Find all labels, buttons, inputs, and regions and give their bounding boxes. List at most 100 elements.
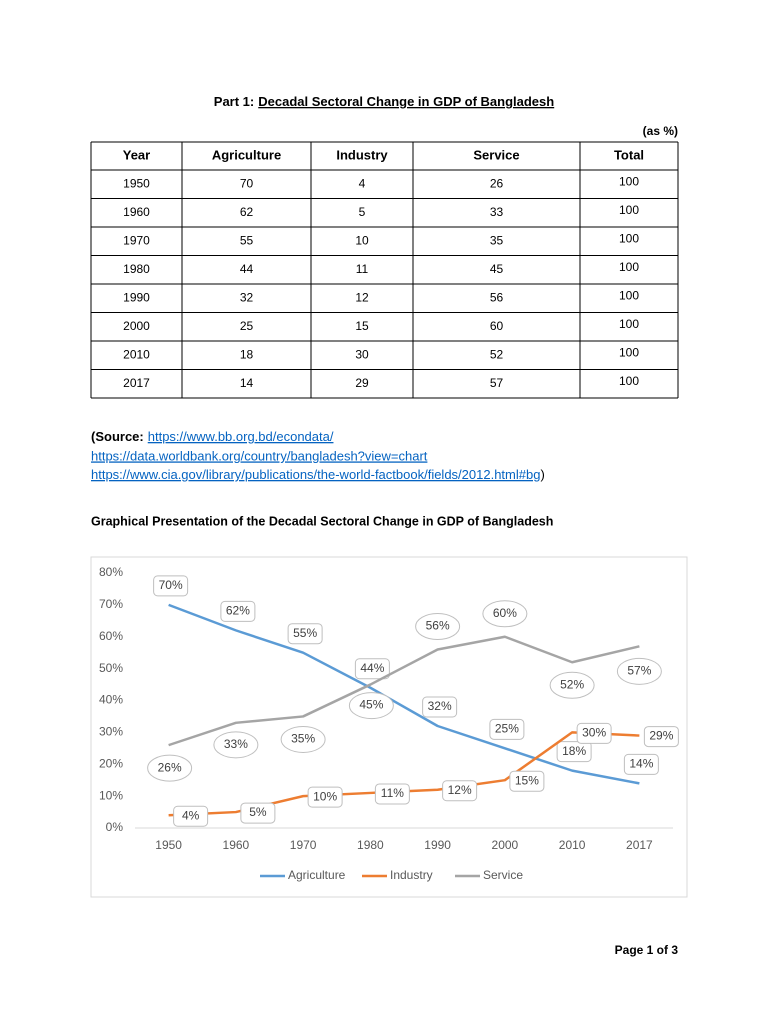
data-label: 30% xyxy=(582,726,606,740)
title: Part 1: Decadal Sectoral Change in GDP of… xyxy=(214,94,554,109)
data-label: 62% xyxy=(226,604,250,618)
data-label: 12% xyxy=(448,783,472,797)
x-tick-label: 2010 xyxy=(559,838,586,852)
y-tick-label: 80% xyxy=(99,565,123,579)
legend-label: Service xyxy=(483,868,523,882)
label-bubble xyxy=(213,731,259,759)
table-cell: 56 xyxy=(490,290,504,304)
table-cell: 18 xyxy=(240,347,254,361)
x-tick-label: 1970 xyxy=(290,838,317,852)
y-tick-label: 70% xyxy=(99,597,123,611)
data-label: 15% xyxy=(515,773,539,787)
source-link[interactable]: https://www.cia.gov/library/publications… xyxy=(91,467,540,482)
table-cell: 2017 xyxy=(123,376,150,390)
table-cell: 11 xyxy=(356,262,369,276)
label-box xyxy=(307,786,343,808)
table-cell: 10 xyxy=(355,233,369,247)
x-tick-label: 1960 xyxy=(223,838,250,852)
data-label: 35% xyxy=(291,732,315,746)
x-tick-label: 1990 xyxy=(424,838,451,852)
label-bubble xyxy=(348,692,394,720)
label-box xyxy=(422,696,458,718)
table-cell: 25 xyxy=(240,319,254,333)
footer: Page 1 of 3 xyxy=(615,943,679,957)
label-bubble xyxy=(147,754,193,782)
data-label: 55% xyxy=(293,626,317,640)
label-box xyxy=(153,575,189,597)
table-header: Total xyxy=(614,147,644,162)
table-header: Service xyxy=(473,147,519,162)
table-cell: 57 xyxy=(490,376,504,390)
label-box xyxy=(509,770,545,792)
label-box xyxy=(173,805,209,827)
data-label: 26% xyxy=(158,760,182,774)
table-header: Industry xyxy=(336,147,388,162)
table-cell: 2010 xyxy=(123,347,150,361)
table-cell: 26 xyxy=(490,176,504,190)
data-label: 45% xyxy=(359,698,383,712)
title-text: Decadal Sectoral Change in GDP of Bangla… xyxy=(258,94,554,109)
table-cell: 100 xyxy=(619,203,639,217)
table-cell: 29 xyxy=(355,376,369,390)
label-bubble xyxy=(280,725,326,753)
label-box xyxy=(287,623,323,645)
table-cell: 100 xyxy=(619,288,639,302)
data-label: 5% xyxy=(249,805,267,819)
table-cell: 100 xyxy=(619,174,639,188)
data-label: 32% xyxy=(428,699,452,713)
table-cell: 100 xyxy=(619,374,639,388)
legend-label: Industry xyxy=(390,868,433,882)
y-tick-label: 50% xyxy=(99,661,123,675)
data-label: 44% xyxy=(360,661,384,675)
label-box xyxy=(240,802,276,824)
table-cell: 2000 xyxy=(123,319,150,333)
chart-frame xyxy=(90,556,688,898)
label-box xyxy=(354,658,390,680)
legend-label: Agriculture xyxy=(288,868,346,882)
table-cell: 1950 xyxy=(123,176,150,190)
table-cell: 60 xyxy=(490,319,504,333)
source-link[interactable]: https://www.bb.org.bd/econdata/ xyxy=(148,429,334,444)
label-box xyxy=(643,726,679,748)
table-cell: 15 xyxy=(355,319,369,333)
label-box xyxy=(374,783,410,805)
table-cell: 1990 xyxy=(123,290,150,304)
table-cell: 1960 xyxy=(123,205,150,219)
y-tick-label: 60% xyxy=(99,629,123,643)
table-cell: 45 xyxy=(490,262,504,276)
table-cell: 55 xyxy=(240,233,254,247)
data-label: 10% xyxy=(313,789,337,803)
label-bubble xyxy=(415,613,461,640)
table-cell: 32 xyxy=(240,290,254,304)
table-cell: 44 xyxy=(240,262,254,276)
data-label: 57% xyxy=(627,663,651,677)
data-label: 52% xyxy=(560,677,584,691)
table-cell: 1980 xyxy=(123,262,150,276)
source-line: https://www.cia.gov/library/publications… xyxy=(91,467,545,482)
series-line xyxy=(168,603,640,785)
source-link[interactable]: https://data.worldbank.org/country/bangl… xyxy=(91,448,428,463)
table-cell: 100 xyxy=(619,260,639,274)
table-cell: 70 xyxy=(240,176,254,190)
x-tick-label: 2000 xyxy=(492,838,519,852)
data-label: 70% xyxy=(159,578,183,592)
table-cell: 100 xyxy=(619,231,639,245)
table-cell: 35 xyxy=(490,233,504,247)
data-label: 33% xyxy=(224,737,248,751)
data-label: 14% xyxy=(629,757,653,771)
data-label: 18% xyxy=(562,744,586,758)
data-label: 25% xyxy=(495,721,519,735)
table-cell: 100 xyxy=(619,345,639,359)
y-tick-label: 10% xyxy=(99,788,123,802)
label-bubble xyxy=(482,600,528,628)
label-box xyxy=(489,718,525,740)
table-cell: 4 xyxy=(359,176,366,190)
y-tick-label: 40% xyxy=(99,693,123,707)
y-tick-label: 20% xyxy=(99,756,123,770)
label-bubble xyxy=(549,671,595,699)
table-cell: 33 xyxy=(490,205,504,219)
series-line xyxy=(168,635,640,747)
data-label: 60% xyxy=(493,606,517,620)
table-cell: 62 xyxy=(240,205,254,219)
